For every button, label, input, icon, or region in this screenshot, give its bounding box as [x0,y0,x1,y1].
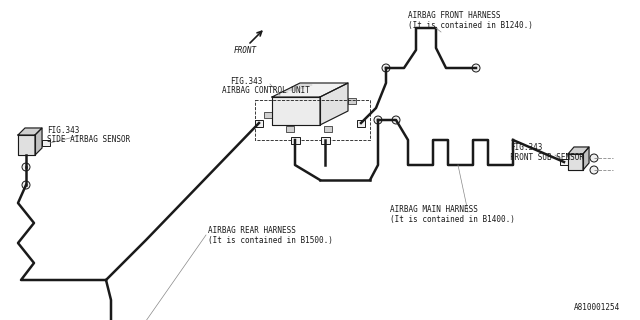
Text: AIRBAG REAR HARNESS: AIRBAG REAR HARNESS [208,226,296,235]
Text: SIDE AIRBAG SENSOR: SIDE AIRBAG SENSOR [47,135,131,144]
Circle shape [392,116,400,124]
Text: FIG.343: FIG.343 [510,143,542,152]
Bar [42,140,50,146]
Text: AIRBAG CONTROL UNIT: AIRBAG CONTROL UNIT [222,86,310,95]
Polygon shape [18,128,42,135]
Bar [324,126,332,132]
Polygon shape [320,83,348,125]
Text: AIRBAG FRONT HARNESS: AIRBAG FRONT HARNESS [408,11,500,20]
Text: (It is contained in B1400.): (It is contained in B1400.) [390,215,515,224]
Bar [560,159,568,165]
Bar [264,112,272,118]
Polygon shape [272,83,348,97]
Circle shape [472,64,480,72]
Text: FRONT: FRONT [234,46,257,55]
Text: (It is contained in B1500.): (It is contained in B1500.) [208,236,333,245]
Text: (It is contained in B1240.): (It is contained in B1240.) [408,21,533,30]
Text: FIG.343: FIG.343 [230,77,262,86]
Text: FRONT SUB SENSOR: FRONT SUB SENSOR [510,153,584,162]
Text: A810001254: A810001254 [573,303,620,312]
Polygon shape [272,97,320,125]
Polygon shape [35,128,42,155]
Text: AIRBAG MAIN HARNESS: AIRBAG MAIN HARNESS [390,205,478,214]
Circle shape [22,163,30,171]
Polygon shape [583,147,589,170]
Bar [357,119,365,126]
Bar [286,126,294,132]
Bar [255,100,370,140]
Polygon shape [18,135,35,155]
Bar [348,98,356,104]
Circle shape [374,116,382,124]
Circle shape [590,166,598,174]
Circle shape [590,154,598,162]
Bar [255,119,263,126]
Bar [291,137,300,143]
Bar [321,137,330,143]
Text: FIG.343: FIG.343 [47,126,79,135]
Polygon shape [568,147,589,154]
Circle shape [22,181,30,189]
Circle shape [382,64,390,72]
Polygon shape [568,154,583,170]
